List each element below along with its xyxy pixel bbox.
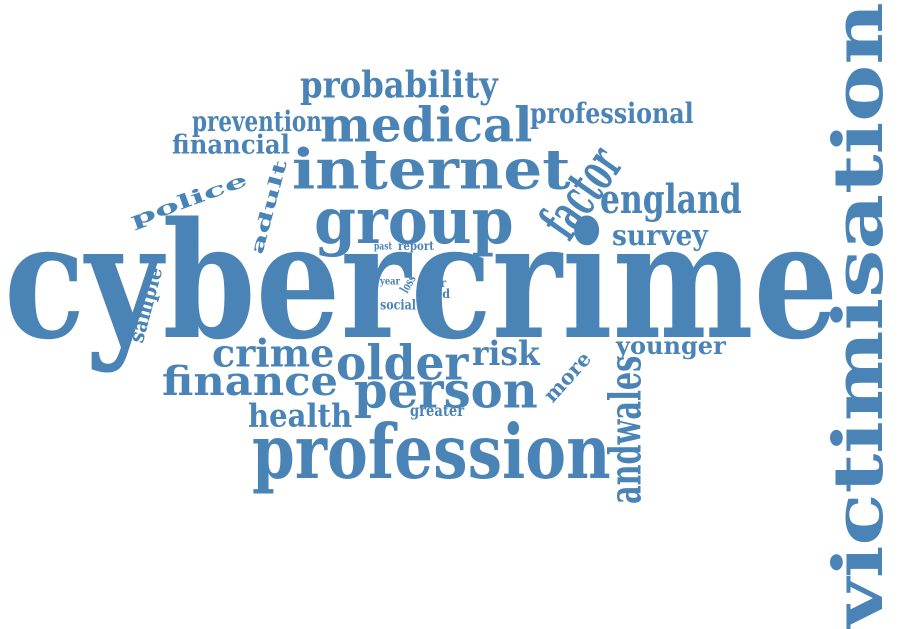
word-professional: professional bbox=[530, 97, 694, 131]
word-person: person bbox=[354, 361, 538, 420]
word-finance: finance bbox=[162, 358, 338, 405]
word-survey: survey bbox=[612, 219, 708, 253]
word-prevention: prevention bbox=[192, 105, 322, 139]
word-past: past bbox=[374, 240, 392, 252]
word-medical: medical bbox=[320, 97, 533, 154]
word-probability: probability bbox=[300, 64, 498, 107]
word-crime: crime bbox=[212, 331, 335, 376]
word-health: health bbox=[248, 396, 353, 435]
word-victimisation: victimisation bbox=[819, 2, 900, 628]
word-profession: profession bbox=[252, 408, 611, 497]
word-cybercrime: cybercrime bbox=[4, 189, 839, 377]
word-risk: risk bbox=[472, 333, 540, 374]
word-financial: financial bbox=[172, 129, 290, 160]
word-younger: younger bbox=[616, 331, 726, 360]
word-social: social bbox=[380, 296, 416, 314]
word-year: year bbox=[380, 275, 400, 287]
word-greater: greater bbox=[410, 401, 465, 421]
word-england: england bbox=[600, 176, 742, 223]
word-group: group bbox=[314, 183, 514, 259]
word-older: older bbox=[336, 335, 469, 392]
word-internet: internet bbox=[292, 137, 571, 203]
word-andwales: andwales bbox=[599, 355, 652, 504]
word-poor: poor bbox=[418, 275, 447, 290]
word-aged: aged bbox=[420, 286, 451, 301]
word-report: report bbox=[398, 238, 434, 253]
